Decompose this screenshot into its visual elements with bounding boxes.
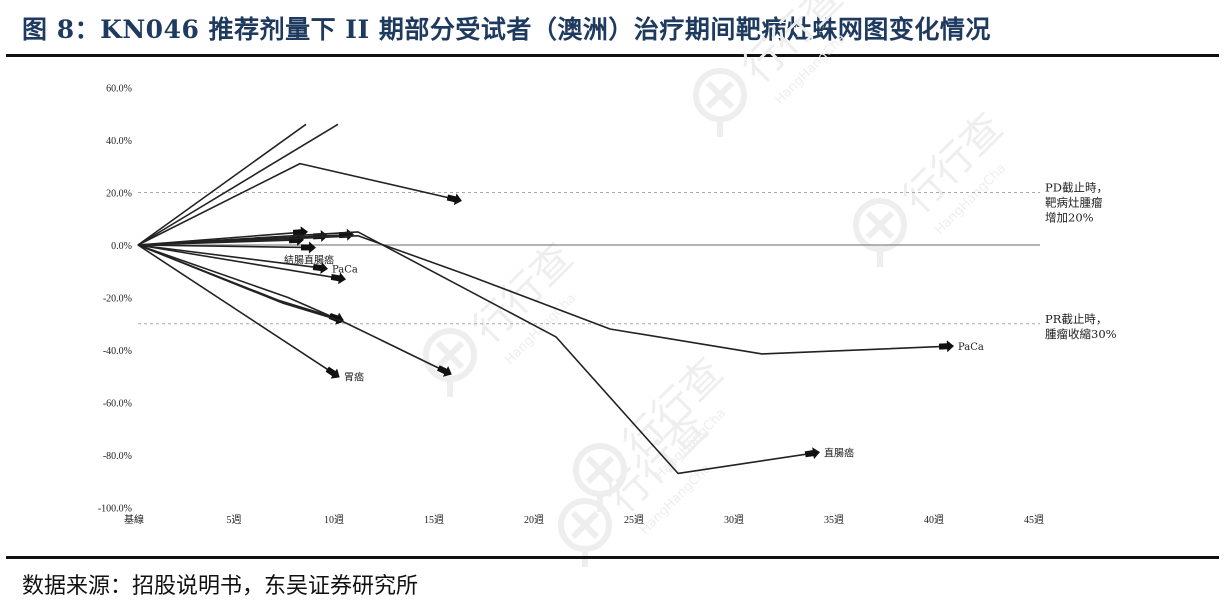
series-layer bbox=[137, 123, 954, 475]
series-line bbox=[137, 123, 339, 246]
bottom-rule bbox=[6, 556, 1219, 559]
series-label: 直腸癌 bbox=[824, 446, 854, 459]
y-tick-label: 0.0% bbox=[111, 241, 132, 252]
watermark-text: 行行查 bbox=[895, 105, 1012, 222]
series-label: 胃癌 bbox=[344, 370, 364, 383]
watermark-cross-icon bbox=[435, 340, 465, 370]
series-line bbox=[137, 244, 346, 285]
y-tick-label: 40.0% bbox=[106, 136, 132, 147]
series-line bbox=[137, 244, 344, 325]
series-line bbox=[137, 231, 820, 475]
y-axis: 60.0% 40.0% 20.0% 0.0% -20.0% -40.0% -60.0% -80… bbox=[98, 84, 132, 515]
watermark-cross-icon bbox=[585, 455, 615, 485]
x-tick-label: 45週 bbox=[1024, 514, 1044, 526]
figure-title: 图 8：KN046 推荐剂量下 II 期部分受试者（澳洲）治疗期间靶病灶蛛网图变… bbox=[22, 15, 991, 44]
y-tick-label: -100.0% bbox=[98, 504, 132, 515]
threshold-label: 腫瘤收縮30% bbox=[1045, 327, 1117, 341]
x-tick-label: 基線 bbox=[124, 513, 144, 526]
top-rule bbox=[6, 54, 1219, 57]
x-tick-label: 20週 bbox=[524, 514, 544, 526]
series-line bbox=[137, 162, 462, 246]
watermark-text: 行行查 bbox=[465, 235, 582, 352]
x-tick-label: 15週 bbox=[424, 514, 444, 526]
series-label: PaCa bbox=[332, 265, 358, 276]
y-tick-label: -60.0% bbox=[103, 399, 132, 410]
watermark-cross-icon bbox=[705, 80, 735, 110]
x-tick-label: 25週 bbox=[624, 514, 644, 526]
series-label: 結腸直腸癌 bbox=[284, 254, 334, 267]
x-tick-label: 30週 bbox=[724, 514, 744, 526]
y-tick-label: -20.0% bbox=[103, 294, 132, 305]
series-line bbox=[137, 123, 307, 246]
series-line bbox=[137, 244, 340, 379]
series-label: PaCa bbox=[958, 342, 984, 353]
series-line bbox=[137, 241, 316, 254]
y-tick-label: 20.0% bbox=[106, 189, 132, 200]
data-source: 数据来源：招股说明书，东吴证券研究所 bbox=[22, 574, 419, 599]
watermark-cross-icon bbox=[865, 210, 895, 240]
y-tick-label: -80.0% bbox=[103, 451, 132, 462]
watermark-cross-icon bbox=[570, 510, 600, 540]
x-tick-label: 35週 bbox=[824, 514, 844, 526]
y-tick-label: 60.0% bbox=[106, 84, 132, 95]
series-line bbox=[137, 244, 328, 274]
x-tick-label: 40週 bbox=[924, 514, 944, 526]
threshold-label: 靶病灶腫瘤 bbox=[1045, 196, 1103, 210]
threshold-label: PR截止時， bbox=[1045, 312, 1107, 326]
x-tick-label: 5週 bbox=[227, 514, 242, 526]
reference-lines bbox=[138, 192, 1040, 325]
series-line bbox=[137, 235, 954, 355]
series-line bbox=[137, 244, 452, 377]
x-axis: 基線 5週 10週 15週 20週 25週 30週 35週 40週 45週 bbox=[124, 513, 1044, 526]
x-tick-label: 10週 bbox=[324, 514, 344, 526]
threshold-label: PD截止時， bbox=[1045, 181, 1108, 195]
threshold-label: 增加20% bbox=[1045, 211, 1094, 225]
y-tick-label: -40.0% bbox=[103, 346, 132, 357]
watermark-layer: 行行查HangHangCha行行查HangHangCha行行查HangHangC… bbox=[423, 0, 1012, 567]
